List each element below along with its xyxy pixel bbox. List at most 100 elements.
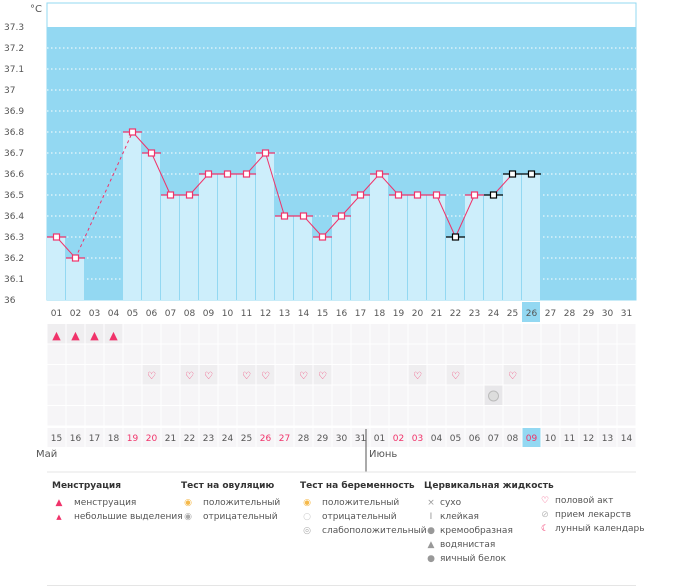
temperature-bar — [351, 195, 369, 300]
cycle-day-label: 30 — [602, 309, 614, 319]
symbol-cell — [123, 324, 142, 344]
cycle-day-label: 25 — [507, 309, 518, 319]
cycle-day-label: 02 — [70, 309, 81, 319]
calendar-date: 08 — [507, 434, 519, 444]
symbol-cell — [389, 344, 408, 364]
cycle-day-label: 22 — [450, 309, 461, 319]
symbol-cell — [522, 344, 541, 364]
symbol-cell — [541, 406, 560, 426]
symbol-cell — [370, 344, 389, 364]
symbol-cell — [85, 365, 104, 385]
symbol-cell — [598, 344, 617, 364]
symbol-cell — [446, 385, 465, 405]
pill-icon — [488, 390, 499, 402]
symbol-cell — [142, 385, 161, 405]
symbol-cell — [522, 406, 541, 426]
ovulation-positive-icon: ◉ — [184, 498, 192, 508]
legend-label: положительный — [322, 498, 400, 508]
legend-label: яичный белок — [440, 554, 507, 564]
calendar-date: 05 — [450, 434, 461, 444]
symbol-cell — [66, 385, 85, 405]
symbol-cell — [370, 324, 389, 344]
calendar-cell — [332, 428, 351, 447]
heart-icon: ♡ — [185, 371, 194, 382]
symbol-cell — [104, 365, 123, 385]
symbol-cell — [218, 365, 237, 385]
symbol-cell — [465, 324, 484, 344]
symbol-cell — [104, 406, 123, 426]
symbol-cell — [617, 365, 636, 385]
spotting-icon: ▲ — [56, 513, 62, 521]
symbol-cell — [294, 385, 313, 405]
legend-pregnancy: Тест на беременность ◉ положительный ○ отр… — [300, 481, 427, 538]
calendar-cell — [408, 428, 427, 447]
temperature-line-segment — [75, 131, 133, 259]
symbol-cell — [66, 365, 85, 385]
heart-icon: ♡ — [413, 371, 422, 382]
symbol-cell — [503, 385, 522, 405]
calendar-cell — [294, 428, 313, 447]
legend-other: ♡ половой акт ⊘ прием лекарств ☾ лунный кал… — [538, 494, 645, 536]
symbol-cell — [598, 406, 617, 426]
symbol-cell — [389, 365, 408, 385]
legend-label: половой акт — [555, 496, 614, 506]
calendar-date: 28 — [298, 434, 310, 444]
legend-label: положительный — [203, 498, 281, 508]
temperature-bar — [503, 174, 521, 300]
temperature-bar — [294, 216, 312, 300]
temperature-point — [527, 170, 536, 178]
symbol-cell — [484, 365, 503, 385]
temperature-bar — [446, 237, 464, 300]
cycle-day-label: 08 — [184, 309, 196, 319]
y-tick-label: 36 — [4, 296, 16, 306]
calendar-date: 20 — [146, 434, 158, 444]
symbol-cell — [465, 365, 484, 385]
temperature-bar — [370, 174, 388, 300]
cycle-day-label: 03 — [89, 309, 100, 319]
symbol-cell — [104, 344, 123, 364]
calendar-date: 10 — [545, 434, 557, 444]
temperature-point — [375, 170, 384, 178]
symbol-cell — [313, 406, 332, 426]
temperature-bar — [408, 195, 426, 300]
temperature-chart: °C 37.3 37.2 37.1 37 36.9 36.8 36.7 36.6 36.5 36.4… — [4, 2, 637, 473]
calendar-date: 29 — [317, 434, 329, 444]
y-tick-label: 37 — [4, 86, 15, 96]
symbol-cell — [123, 344, 142, 364]
symbol-cell — [465, 344, 484, 364]
symbol-cell — [427, 385, 446, 405]
temperature-point — [223, 170, 232, 178]
calendar-date: 17 — [89, 434, 100, 444]
calendar-cell — [313, 428, 332, 447]
menstruation-icon: ▲ — [90, 329, 99, 342]
menstruation-icon: ▲ — [109, 329, 118, 342]
symbol-cell — [503, 324, 522, 344]
symbol-cell — [484, 324, 503, 344]
calendar-cell — [503, 428, 522, 447]
cycle-day-label: 15 — [317, 309, 328, 319]
unit-label: °C — [30, 4, 42, 15]
cycle-day-label: 26 — [526, 309, 538, 319]
calendar-cell — [199, 428, 218, 447]
cycle-day-label: 19 — [393, 309, 405, 319]
symbol-cell — [370, 385, 389, 405]
calendar-cell — [465, 428, 484, 447]
calendar-date: 24 — [222, 434, 234, 444]
symbol-cell — [560, 365, 579, 385]
temperature-bar — [237, 174, 255, 300]
temperature-point — [185, 191, 194, 199]
symbol-cell — [579, 365, 598, 385]
calendar-date: 09 — [526, 434, 538, 444]
symbol-cell — [85, 406, 104, 426]
symbol-cell — [408, 324, 427, 344]
symbol-cell — [332, 365, 351, 385]
symbol-cell — [256, 385, 275, 405]
heart-icon: ♡ — [318, 371, 327, 382]
symbol-cell — [237, 385, 256, 405]
symbol-cell — [598, 365, 617, 385]
calendar-date: 12 — [583, 434, 594, 444]
symbol-cell — [465, 385, 484, 405]
symbol-cell — [180, 344, 199, 364]
symbol-cell — [199, 385, 218, 405]
